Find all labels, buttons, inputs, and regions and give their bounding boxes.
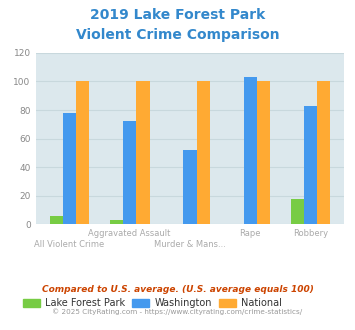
Text: Compared to U.S. average. (U.S. average equals 100): Compared to U.S. average. (U.S. average … bbox=[42, 285, 313, 294]
Text: © 2025 CityRating.com - https://www.cityrating.com/crime-statistics/: © 2025 CityRating.com - https://www.city… bbox=[53, 309, 302, 315]
Text: Violent Crime Comparison: Violent Crime Comparison bbox=[76, 28, 279, 42]
Bar bbox=[123, 121, 136, 224]
Bar bbox=[317, 82, 330, 224]
Bar bbox=[63, 113, 76, 224]
Bar bbox=[50, 216, 63, 224]
Bar bbox=[244, 77, 257, 224]
Bar bbox=[76, 82, 89, 224]
Legend: Lake Forest Park, Washington, National: Lake Forest Park, Washington, National bbox=[19, 294, 286, 312]
Bar bbox=[110, 220, 123, 224]
Bar bbox=[257, 82, 270, 224]
Bar bbox=[304, 106, 317, 224]
Bar bbox=[290, 199, 304, 224]
Bar bbox=[136, 82, 149, 224]
Bar bbox=[197, 82, 210, 224]
Text: 2019 Lake Forest Park: 2019 Lake Forest Park bbox=[90, 8, 265, 22]
Bar bbox=[183, 150, 197, 224]
